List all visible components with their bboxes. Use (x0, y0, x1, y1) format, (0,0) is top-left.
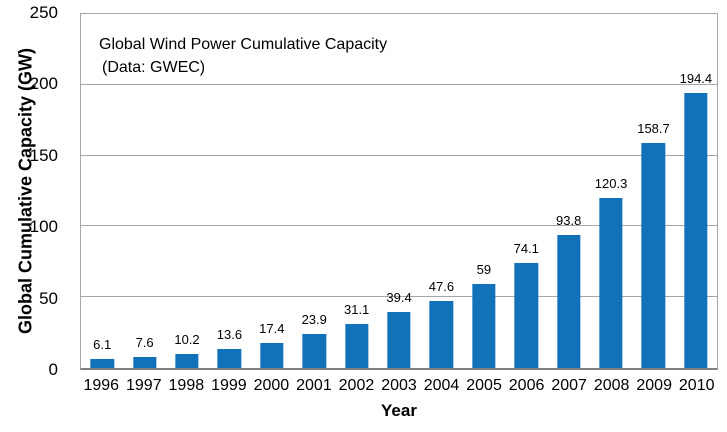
bar-value-label: 93.8 (556, 213, 582, 229)
chart-title: Global Wind Power Cumulative Capacity (D… (99, 33, 387, 79)
bar (132, 357, 157, 368)
x-tick-label: 1999 (211, 377, 247, 394)
bar-value-label: 74.1 (513, 241, 539, 257)
bar-column: 59 (463, 14, 505, 368)
bar (302, 334, 326, 368)
bar-value-label: 194.4 (679, 70, 713, 86)
bar (387, 312, 411, 368)
bar-value-label: 10.2 (174, 331, 200, 347)
bar-column: 194.4 (675, 14, 717, 368)
y-tick-label: 250 (29, 3, 58, 22)
bar-value-label: 158.7 (637, 121, 670, 137)
x-axis-title: Year (381, 401, 417, 420)
bar (557, 235, 581, 368)
bar-value-label: 13.6 (216, 326, 243, 342)
x-axis-tick-labels: 1996 1997 1998 1999 2000 2001 2002 2003 2004 2005… (80, 376, 718, 395)
x-tick-label: 2008 (593, 377, 630, 394)
x-tick-label: 1996 (83, 377, 120, 394)
x-tick-label: 2004 (423, 377, 460, 394)
bar-column: 10.2 (166, 14, 208, 368)
bar-column: 13.6 (208, 14, 250, 368)
bar-value-label: 47.6 (428, 278, 455, 294)
x-tick-label: 2001 (296, 377, 332, 394)
chart-title-line-2: (Data: GWEC) (102, 59, 206, 76)
bar-column: 120.3 (590, 14, 632, 368)
gridline (81, 154, 717, 156)
x-tick-label: 2002 (338, 377, 375, 394)
bar-column: 74.1 (505, 14, 547, 368)
bar (641, 143, 666, 368)
bar-value-label: 6.1 (93, 337, 112, 353)
bar-value-label: 23.9 (301, 312, 327, 328)
x-tick-label: 2003 (381, 377, 417, 394)
x-tick-label: 2005 (466, 377, 502, 394)
y-tick-label: 100 (29, 217, 58, 237)
x-tick-label: 2006 (508, 377, 545, 394)
x-tick-label: 2000 (253, 377, 290, 394)
y-tick-label: 50 (39, 288, 58, 308)
bar-column: 23.9 (293, 14, 335, 368)
gridline (81, 296, 717, 298)
bar-value-label: 7.6 (135, 335, 154, 351)
x-tick-label: 2007 (551, 377, 587, 394)
bar (260, 343, 284, 368)
y-tick-label: 150 (29, 145, 58, 165)
plot-area: 6.1 7.6 10.2 13.6 17.4 23.9 31.1 39.4 47.6 59 74.1… (80, 13, 718, 370)
bar (514, 263, 538, 368)
bar-column: 158.7 (632, 14, 674, 368)
y-tick-label: 0 (48, 360, 58, 379)
bar-column: 39.4 (378, 14, 420, 368)
bar-column: 47.6 (420, 14, 462, 368)
gridline (81, 225, 717, 227)
bar (175, 353, 199, 368)
bar-value-label: 39.4 (386, 290, 412, 306)
y-tick-label: 200 (29, 74, 58, 94)
bar (684, 92, 708, 368)
bar (90, 359, 114, 368)
x-tick-label: 2010 (678, 377, 715, 394)
bar (344, 323, 369, 368)
bar (599, 197, 623, 368)
bar-value-label: 120.3 (594, 175, 628, 191)
gridlines (81, 14, 717, 368)
x-tick-label: 2009 (636, 377, 672, 394)
x-tick-label: 1997 (126, 377, 162, 394)
bar-column: 6.1 (81, 14, 123, 368)
bar-series: 6.1 7.6 10.2 13.6 17.4 23.9 31.1 39.4 47.6 59 74.1… (81, 14, 717, 368)
x-tick-label: 1998 (168, 377, 205, 394)
bar-column: 7.6 (123, 14, 165, 368)
bar-column: 93.8 (547, 14, 589, 368)
bar-value-label: 59 (476, 262, 492, 278)
bar-value-label: 31.1 (343, 301, 370, 317)
bar-column: 31.1 (335, 14, 377, 368)
bar (429, 300, 454, 368)
bar (472, 284, 496, 368)
bar-column: 17.4 (251, 14, 293, 368)
chart-title-line-1: Global Wind Power Cumulative Capacity (99, 36, 388, 53)
bar (217, 348, 242, 368)
gridline (81, 83, 717, 85)
bar-value-label: 17.4 (259, 321, 285, 337)
